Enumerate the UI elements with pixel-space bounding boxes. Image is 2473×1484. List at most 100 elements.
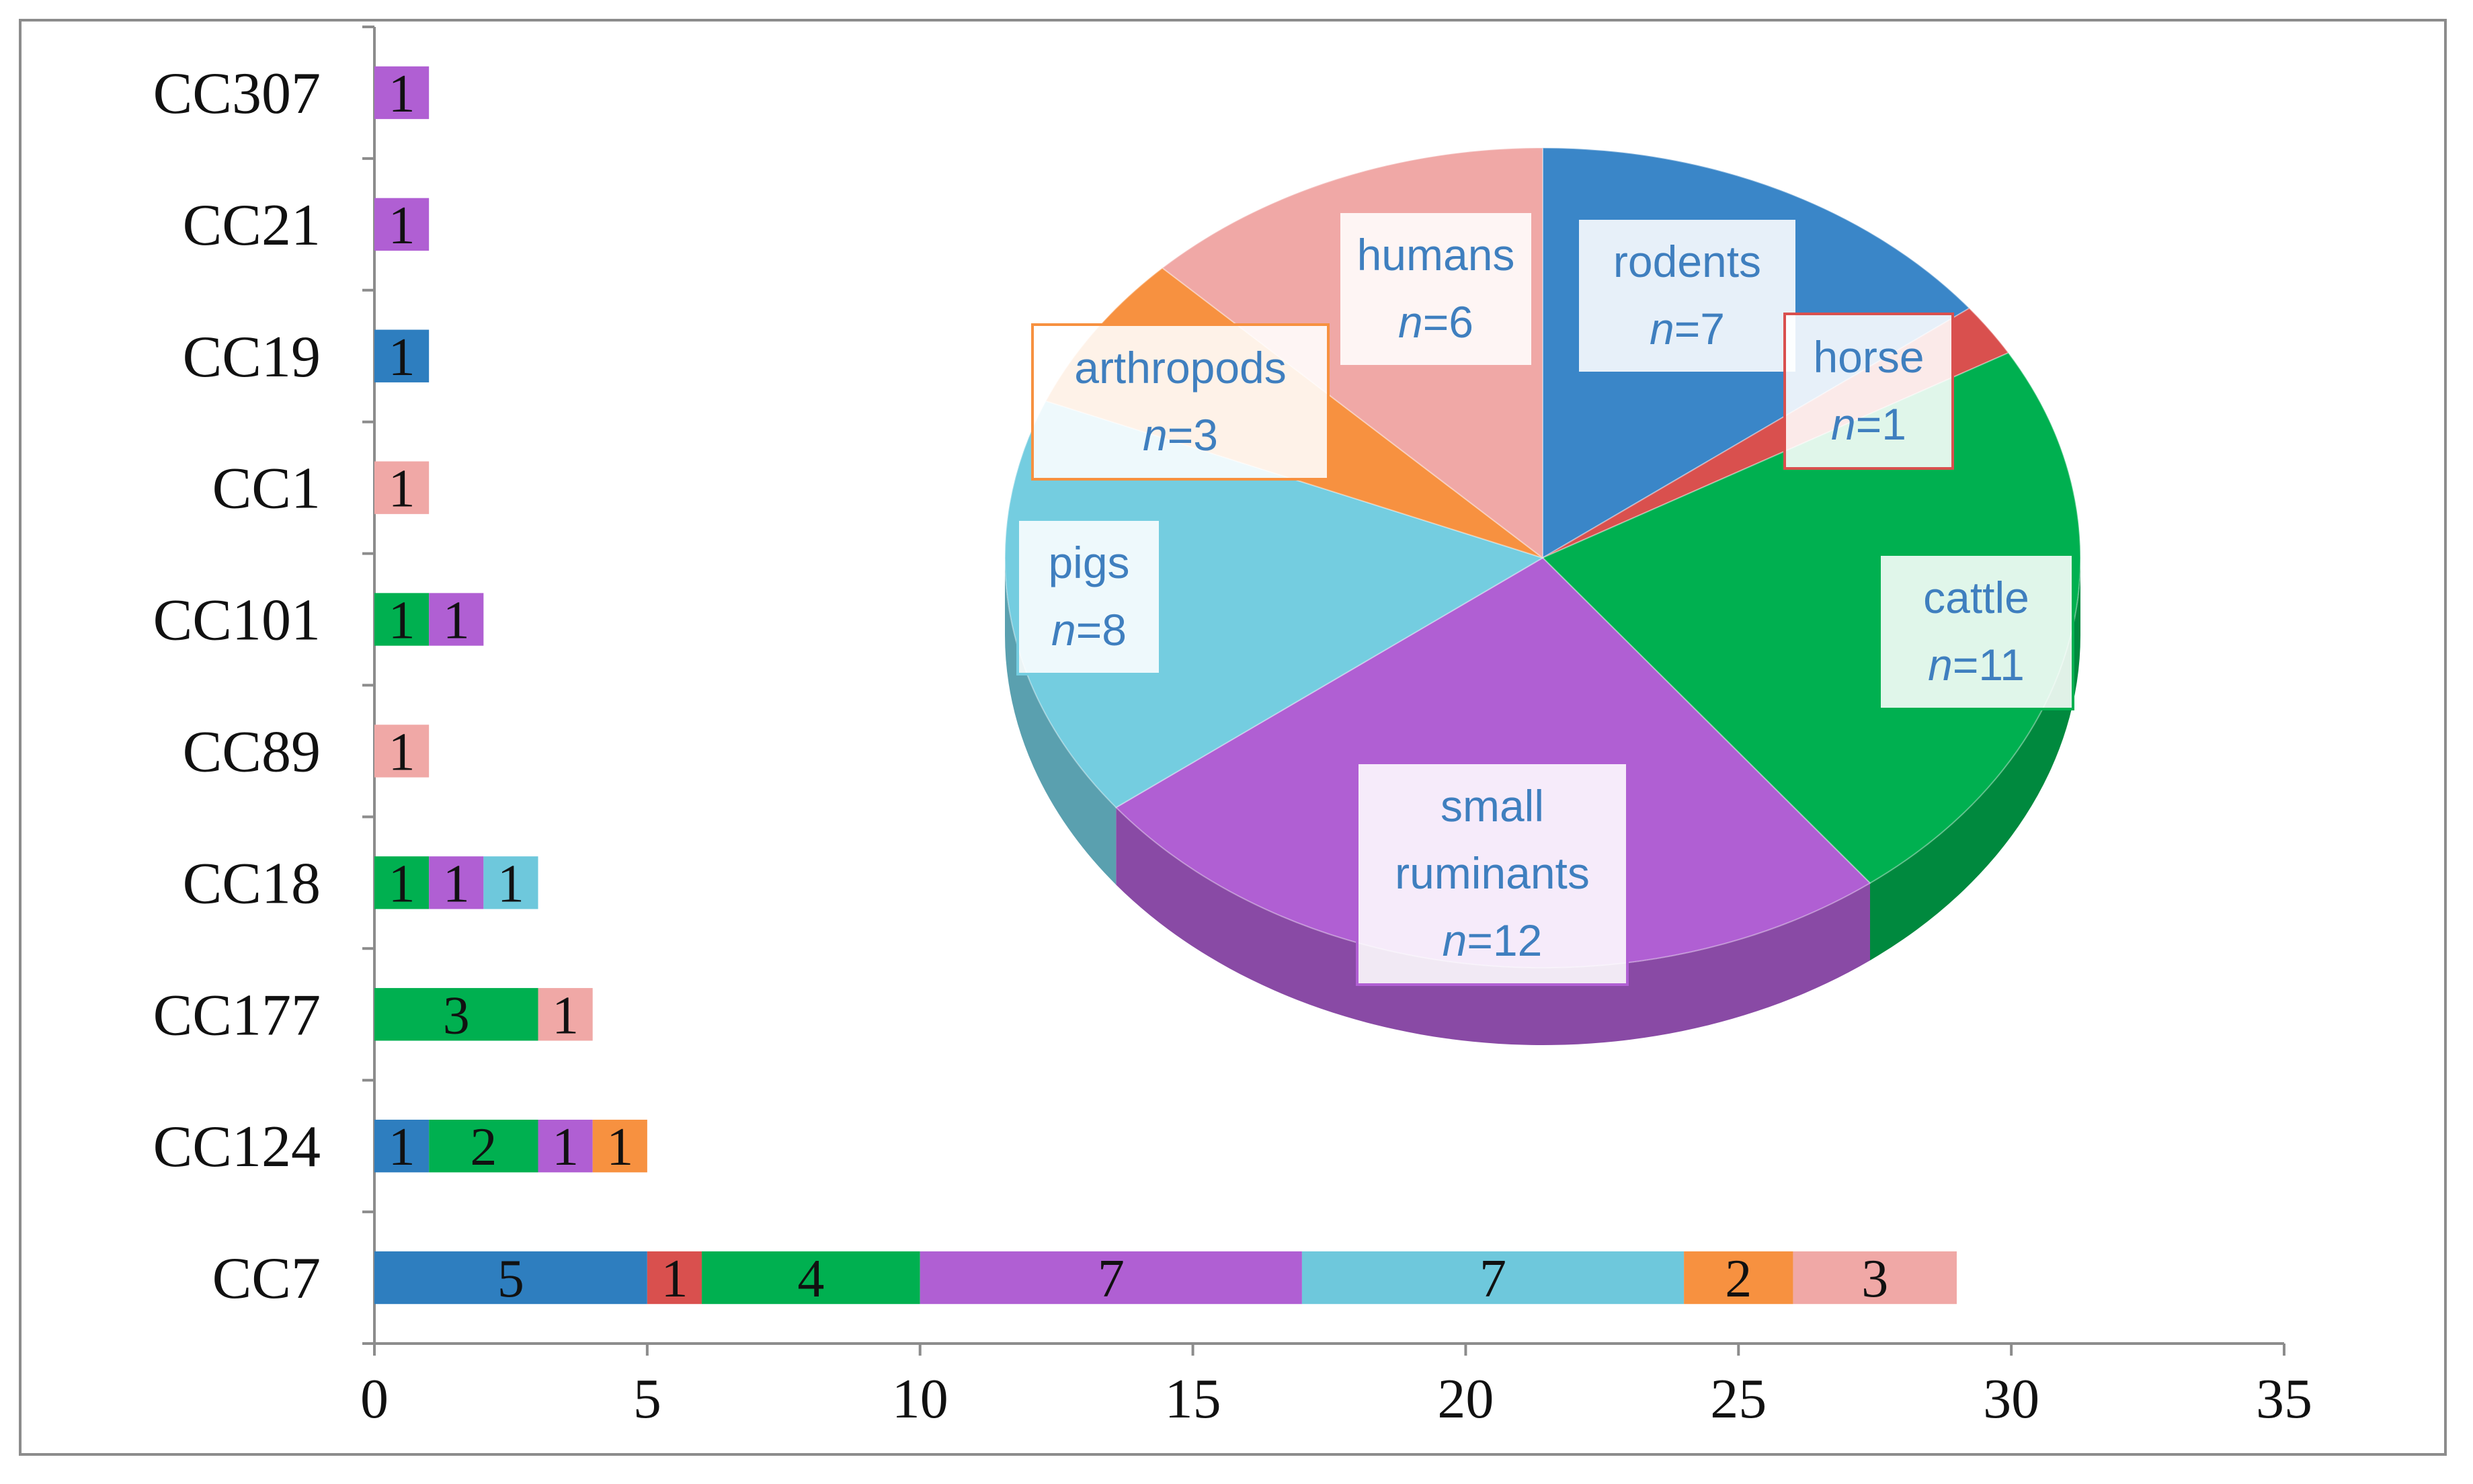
bar-data-label: 1 [389, 854, 415, 913]
pie-label-box [1016, 518, 1162, 675]
bar-data-label: 1 [443, 591, 470, 651]
pie-label-group: humans n=6 [1338, 210, 1534, 368]
pie-label-box [1576, 217, 1798, 374]
category-label: CC18 [183, 851, 321, 916]
x-tick-label: 20 [1437, 1368, 1494, 1430]
x-tick-label: 15 [1165, 1368, 1221, 1430]
bar-segment [429, 1119, 538, 1173]
pie-label-box [1783, 313, 1954, 470]
pie-slice-count: n=7 [1650, 304, 1725, 354]
x-tick-label: 0 [360, 1368, 389, 1430]
pie-slice-label: pigs [1048, 538, 1129, 587]
category-label: CC19 [183, 325, 321, 390]
pie-slice-count: n=3 [1143, 410, 1218, 460]
bar-data-label: 3 [1861, 1249, 1888, 1309]
bar-segment [647, 1251, 702, 1305]
pie-slice-label: horse [1813, 332, 1924, 382]
bar-data-label: 1 [389, 591, 415, 651]
bar-data-label: 5 [497, 1249, 524, 1309]
bar-segment [374, 1119, 430, 1173]
bar-data-label: 1 [389, 196, 415, 255]
category-label: CC21 [183, 193, 321, 258]
bar-segment [429, 856, 484, 909]
bar-data-label: 7 [1098, 1249, 1125, 1309]
bar-segment [920, 1251, 1302, 1305]
pie-label-box [1356, 761, 1629, 986]
bar-data-label: 1 [606, 1118, 633, 1177]
count-value: =11 [1953, 640, 2025, 690]
count-value: =8 [1076, 605, 1127, 655]
n-symbol: n [1831, 399, 1856, 449]
bar-data-label: 1 [552, 986, 579, 1045]
bar-segment [374, 66, 430, 120]
bar-segment [374, 1251, 647, 1305]
bar-segment [1793, 1251, 1957, 1305]
pie-slice-label: small [1441, 781, 1544, 831]
pie-slice-side [1004, 558, 1117, 885]
pie-label-group: horse n=1 [1783, 313, 1954, 470]
bar-segment [592, 1119, 647, 1173]
bar-segment [538, 988, 593, 1041]
pie-slice-count: n=11 [1928, 640, 2025, 690]
pie-label-group: cattle n=11 [1878, 553, 2074, 710]
count-value: =3 [1168, 410, 1218, 460]
n-symbol: n [1051, 605, 1076, 655]
bar-data-label: 7 [1479, 1249, 1506, 1309]
bar-segment [429, 593, 484, 646]
pie-slice-label: ruminants [1395, 848, 1590, 898]
pie-slice-label: rodents [1613, 237, 1761, 286]
pie-slice-label: cattle [1923, 573, 2029, 622]
bar-data-label: 1 [497, 854, 524, 913]
pie-slice-count: n=8 [1051, 605, 1127, 655]
category-label: CC124 [153, 1114, 321, 1180]
category-label: CC7 [212, 1246, 321, 1311]
category-label: CC89 [183, 719, 321, 784]
pie-slice-side [1870, 558, 2080, 960]
x-tick-label: 5 [633, 1368, 661, 1430]
pie-slice-count: n=6 [1398, 297, 1473, 347]
pie-label-box [1878, 553, 2074, 710]
x-tick-label: 30 [1983, 1368, 2039, 1430]
n-symbol: n [1928, 640, 1953, 690]
pie-label-group: arthropods n=3 [1031, 323, 1330, 481]
pie-label-group: pigs n=8 [1016, 518, 1162, 675]
category-label: CC307 [153, 61, 321, 126]
pie-label-box [1338, 210, 1534, 368]
bar-data-label: 1 [661, 1249, 688, 1309]
bar-segment [374, 329, 430, 382]
bar-data-label: 1 [389, 723, 415, 782]
bar-segment [374, 988, 538, 1041]
bar-data-label: 2 [470, 1118, 497, 1177]
bar-data-label: 1 [389, 328, 415, 387]
bar-data-label: 1 [389, 65, 415, 124]
x-tick-label: 25 [1710, 1368, 1767, 1430]
bar-data-label: 1 [389, 1118, 415, 1177]
bar-data-label: 4 [797, 1249, 824, 1309]
category-label: CC1 [212, 456, 321, 522]
category-label: CC177 [153, 983, 321, 1048]
pie-slice [1004, 400, 1545, 809]
bar-data-label: 1 [389, 460, 415, 519]
bar-segment [1684, 1251, 1793, 1305]
bar-segment [702, 1251, 920, 1305]
bar-segment [483, 856, 538, 909]
bar-data-label: 1 [552, 1118, 579, 1177]
pie-label-group: small ruminants n=12 [1356, 761, 1629, 986]
bar-segment [1301, 1251, 1685, 1305]
pie-slice-side [1116, 807, 1871, 1045]
bar-segment [374, 461, 430, 514]
bar-segment [374, 725, 430, 778]
x-tick-label: 35 [2256, 1368, 2312, 1430]
pie-chart: rodentsn=7horsen=1cattlen=11smallruminan… [1004, 147, 2081, 1045]
pie-slice-count: n=12 [1443, 915, 1543, 965]
count-value: =1 [1856, 399, 1906, 449]
n-symbol: n [1650, 304, 1674, 354]
count-value: =12 [1467, 915, 1542, 965]
bar-data-label: 3 [443, 986, 470, 1045]
bar-segment [374, 593, 430, 646]
bar-segment [374, 198, 430, 251]
pie-label-box [1031, 323, 1330, 481]
bar-data-label: 1 [443, 854, 470, 913]
